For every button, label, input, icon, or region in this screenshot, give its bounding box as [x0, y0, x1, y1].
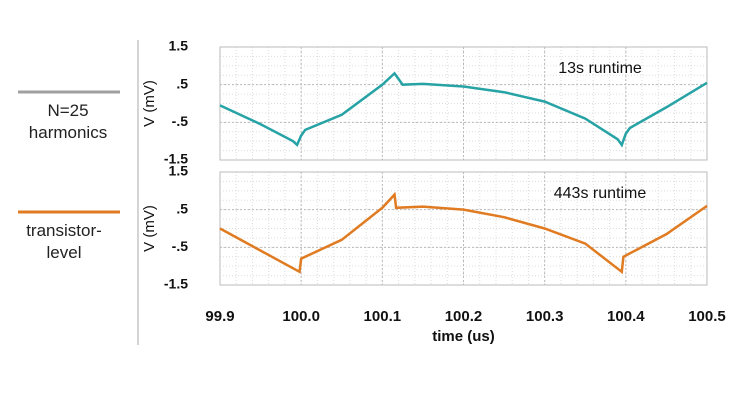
- x-tick-label: 100.0: [282, 308, 320, 325]
- y-tick-label: -1.5: [164, 276, 188, 292]
- legend-label: N=25 harmonics: [28, 101, 108, 142]
- y-tick-label: 1.5: [169, 38, 189, 54]
- y-tick-label: -.5: [172, 238, 189, 254]
- annotation: 443s runtime: [554, 185, 647, 202]
- y-tick-label: .5: [176, 200, 188, 216]
- x-tick-label: 99.9: [205, 308, 234, 325]
- x-tick-label: 100.1: [364, 308, 402, 325]
- y-axis-label: V (mV): [141, 80, 158, 127]
- x-tick-label: 100.4: [607, 308, 645, 325]
- x-tick-label: 100.2: [445, 308, 483, 325]
- x-axis-label: time (us): [432, 328, 495, 345]
- y-tick-label: -1.5: [164, 151, 188, 167]
- y-tick-label: -.5: [172, 113, 189, 129]
- legend-label: transistor-level: [26, 221, 102, 262]
- x-tick-label: 100.3: [526, 308, 564, 325]
- y-tick-label: 1.5: [169, 163, 189, 179]
- series-line: [219, 191, 708, 275]
- x-tick-label: 100.5: [688, 308, 726, 325]
- y-tick-label: .5: [176, 75, 188, 91]
- series-line: [219, 71, 708, 148]
- y-axis-label: V (mV): [141, 205, 158, 252]
- annotation: 13s runtime: [558, 60, 642, 77]
